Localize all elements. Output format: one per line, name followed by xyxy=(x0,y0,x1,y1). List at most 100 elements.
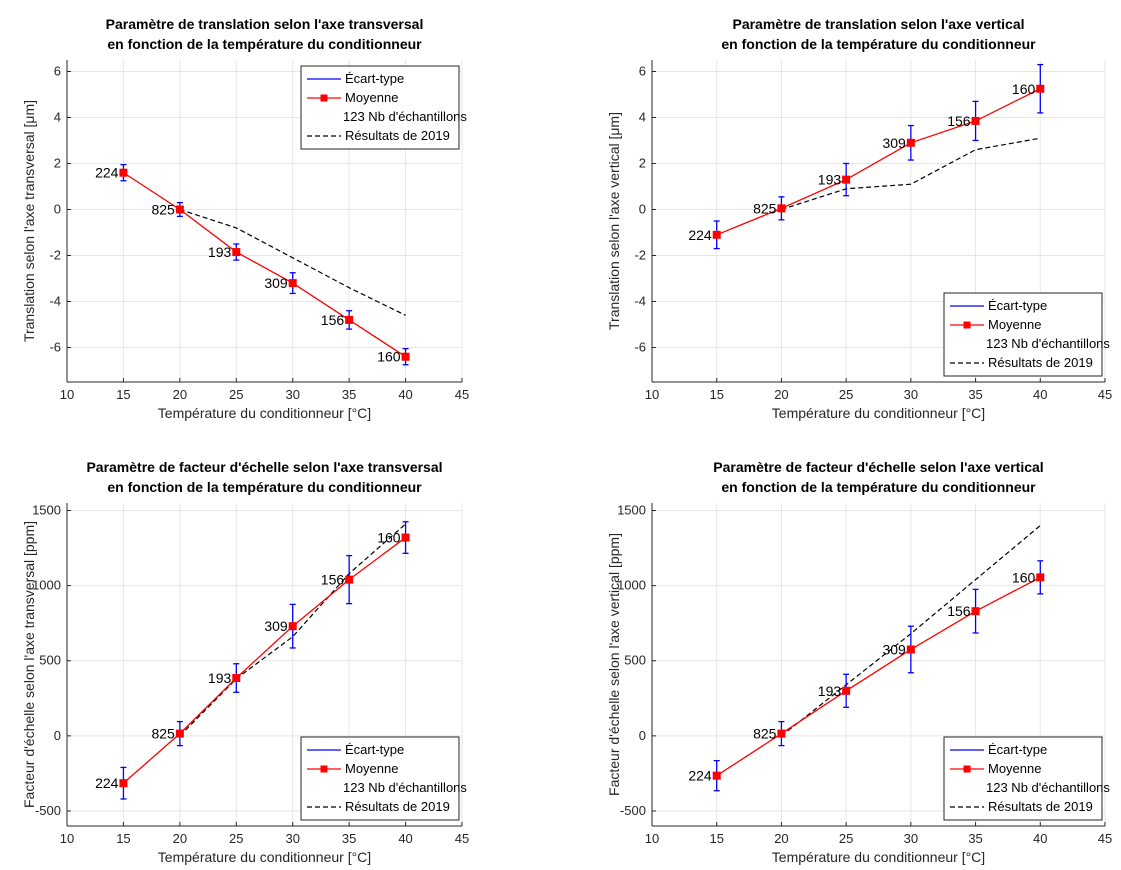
legend-label-count: 123 Nb d'échantillons xyxy=(343,109,467,124)
sample-count-label: 309 xyxy=(882,135,906,151)
x-axis-label: Température du conditionneur [°C] xyxy=(158,405,371,421)
x-axis-label: Température du conditionneur [°C] xyxy=(772,405,985,421)
y-tick-label: 0 xyxy=(639,728,646,743)
mean-marker xyxy=(1036,84,1045,93)
mean-line xyxy=(716,88,1041,236)
mean-marker xyxy=(401,352,410,361)
legend-marker-mean xyxy=(320,765,328,773)
y-tick-label: 2 xyxy=(639,156,646,171)
y-tick-label: 500 xyxy=(624,653,646,668)
x-tick-label: 15 xyxy=(709,387,723,402)
y-tick-label: -2 xyxy=(49,248,61,263)
mean-marker xyxy=(842,175,851,184)
x-tick-label: 40 xyxy=(398,387,412,402)
legend-box xyxy=(943,292,1103,377)
x-tick-label: 15 xyxy=(116,387,130,402)
y-tick-label: 1500 xyxy=(617,503,646,518)
mean-marker xyxy=(288,622,297,631)
mean-marker xyxy=(175,205,184,214)
legend-label-count: 123 Nb d'échantillons xyxy=(986,780,1110,795)
y-axis-label: Translation selon l'axe vertical [μm] xyxy=(606,112,622,330)
legend: Écart-type Moyenne 123 Nb d'échantillons Ré… xyxy=(300,65,467,150)
x-tick-label: 25 xyxy=(229,831,243,846)
x-tick-label: 20 xyxy=(173,387,187,402)
legend-label-mean: Moyenne xyxy=(345,761,398,776)
x-tick-label: 25 xyxy=(839,831,853,846)
mean-marker xyxy=(777,204,786,213)
x-tick-label: 45 xyxy=(1098,387,1112,402)
legend-label-count: 123 Nb d'échantillons xyxy=(343,780,467,795)
x-tick-label: 35 xyxy=(968,387,982,402)
y-tick-label: 0 xyxy=(54,728,61,743)
mean-marker xyxy=(119,168,128,177)
legend-label-mean: Moyenne xyxy=(345,90,398,105)
mean-marker xyxy=(777,729,786,738)
sample-count-label: 224 xyxy=(95,775,119,791)
sample-count-label: 309 xyxy=(264,618,288,634)
sample-count-label: 160 xyxy=(377,530,401,546)
sample-count-label: 156 xyxy=(947,113,971,129)
legend-label-mean: Moyenne xyxy=(988,317,1041,332)
y-axis-label: Translation selon l'axe transversal [μm] xyxy=(21,100,37,342)
x-tick-label: 35 xyxy=(968,831,982,846)
x-axis-label: Température du conditionneur [°C] xyxy=(158,849,371,865)
legend-box xyxy=(300,736,460,821)
y-axis-label: Facteur d'échelle selon l'axe transversa… xyxy=(21,521,37,808)
sample-count-label: 193 xyxy=(208,244,232,260)
y-tick-label: 6 xyxy=(639,64,646,79)
chart-panel-3: Paramètre de facteur d'échelle selon l'a… xyxy=(21,459,469,865)
sample-count-label: 156 xyxy=(947,603,971,619)
mean-marker xyxy=(971,607,980,616)
sample-count-label: 160 xyxy=(1012,81,1036,97)
sample-count-label: 825 xyxy=(753,726,777,742)
y-tick-label: 500 xyxy=(39,653,61,668)
sample-count-label: 160 xyxy=(377,349,401,365)
reference-2019-line xyxy=(179,523,406,737)
y-tick-label: -4 xyxy=(49,294,61,309)
x-tick-label: 30 xyxy=(904,387,918,402)
x-tick-label: 20 xyxy=(173,831,187,846)
x-tick-label: 20 xyxy=(774,831,788,846)
sample-count-label: 224 xyxy=(688,768,712,784)
legend-marker-mean xyxy=(963,765,971,773)
chart-title-line-1: Paramètre de translation selon l'axe ver… xyxy=(732,16,1024,32)
legend: Écart-type Moyenne 123 Nb d'échantillons Ré… xyxy=(300,736,467,821)
y-tick-label: 1000 xyxy=(617,578,646,593)
x-tick-label: 45 xyxy=(455,831,469,846)
y-tick-label: -4 xyxy=(634,294,646,309)
x-tick-label: 35 xyxy=(342,387,356,402)
x-tick-label: 45 xyxy=(455,387,469,402)
chart-panel-4: Paramètre de facteur d'échelle selon l'a… xyxy=(606,459,1112,865)
mean-marker xyxy=(345,575,354,584)
legend-label-reference: Résultats de 2019 xyxy=(988,799,1093,814)
mean-marker xyxy=(906,138,915,147)
legend-box xyxy=(300,65,460,150)
y-tick-label: 0 xyxy=(639,202,646,217)
y-tick-label: -500 xyxy=(620,803,646,818)
sample-count-label: 309 xyxy=(264,275,288,291)
mean-line xyxy=(123,172,406,358)
x-tick-label: 40 xyxy=(398,831,412,846)
legend: Écart-type Moyenne 123 Nb d'échantillons Ré… xyxy=(943,292,1110,377)
x-tick-label: 10 xyxy=(60,387,74,402)
mean-marker xyxy=(345,315,354,324)
x-tick-label: 10 xyxy=(645,831,659,846)
x-tick-label: 30 xyxy=(285,831,299,846)
y-tick-label: 6 xyxy=(54,64,61,79)
mean-marker xyxy=(119,779,128,788)
legend-label-reference: Résultats de 2019 xyxy=(345,128,450,143)
chart-panel-1: Paramètre de translation selon l'axe tra… xyxy=(21,16,469,421)
x-tick-label: 45 xyxy=(1098,831,1112,846)
mean-line xyxy=(716,576,1041,777)
mean-marker xyxy=(232,674,241,683)
x-tick-label: 20 xyxy=(774,387,788,402)
sample-count-label: 825 xyxy=(151,202,175,218)
legend-label-errorbar: Écart-type xyxy=(345,71,404,86)
y-axis-label: Facteur d'échelle selon l'axe vertical [… xyxy=(606,533,622,796)
mean-marker xyxy=(971,116,980,125)
mean-marker xyxy=(906,645,915,654)
reference-2019-line xyxy=(179,208,406,316)
legend-label-mean: Moyenne xyxy=(988,761,1041,776)
y-tick-label: 0 xyxy=(54,202,61,217)
sample-count-label: 825 xyxy=(151,726,175,742)
